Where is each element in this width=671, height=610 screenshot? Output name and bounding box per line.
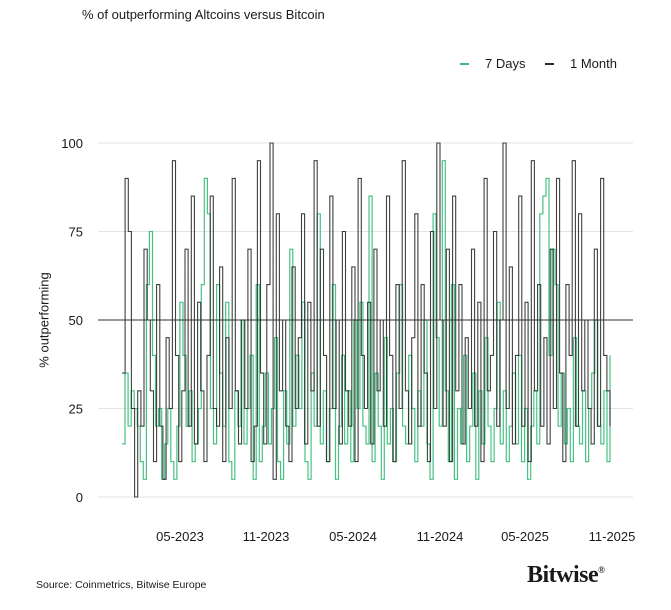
series-line-7-days <box>122 160 611 480</box>
x-tick-label-05-2024: 05-2024 <box>329 529 377 544</box>
legend-label-7-days: 7 Days <box>485 56 526 71</box>
brand-logo: Bitwise® <box>527 562 605 589</box>
chart-title: % of outperforming Altcoins versus Bitco… <box>82 7 325 22</box>
chart-plot: 0 25 50 75 100 05-2023 11-2023 05-2024 11-2024 05… <box>61 136 636 544</box>
legend-swatch-1-month <box>545 62 554 65</box>
series-line-1-month <box>122 142 611 498</box>
y-tick-label-0: 0 <box>76 490 83 505</box>
y-tick-label-100: 100 <box>61 136 83 151</box>
y-tick-label-75: 75 <box>69 225 83 240</box>
x-tick-label-11-2024: 11-2024 <box>417 529 464 544</box>
brand-registered-mark: ® <box>598 565 605 575</box>
legend-item-1-month: 1 Month <box>545 56 617 71</box>
source-note: Source: Coinmetrics, Bitwise Europe <box>36 579 207 591</box>
legend-label-1-month: 1 Month <box>570 56 617 71</box>
y-tick-label-25: 25 <box>69 402 83 417</box>
x-tick-label-05-2023: 05-2023 <box>156 529 204 544</box>
brand-name: Bitwise <box>527 562 599 588</box>
x-tick-label-11-2025: 11-2025 <box>589 529 636 544</box>
legend-swatch-7-days <box>460 62 469 65</box>
x-tick-label-05-2025: 05-2025 <box>501 529 549 544</box>
y-tick-label-50: 50 <box>69 313 83 328</box>
x-tick-label-11-2023: 11-2023 <box>243 529 290 544</box>
legend-item-7-days: 7 Days <box>460 56 525 71</box>
